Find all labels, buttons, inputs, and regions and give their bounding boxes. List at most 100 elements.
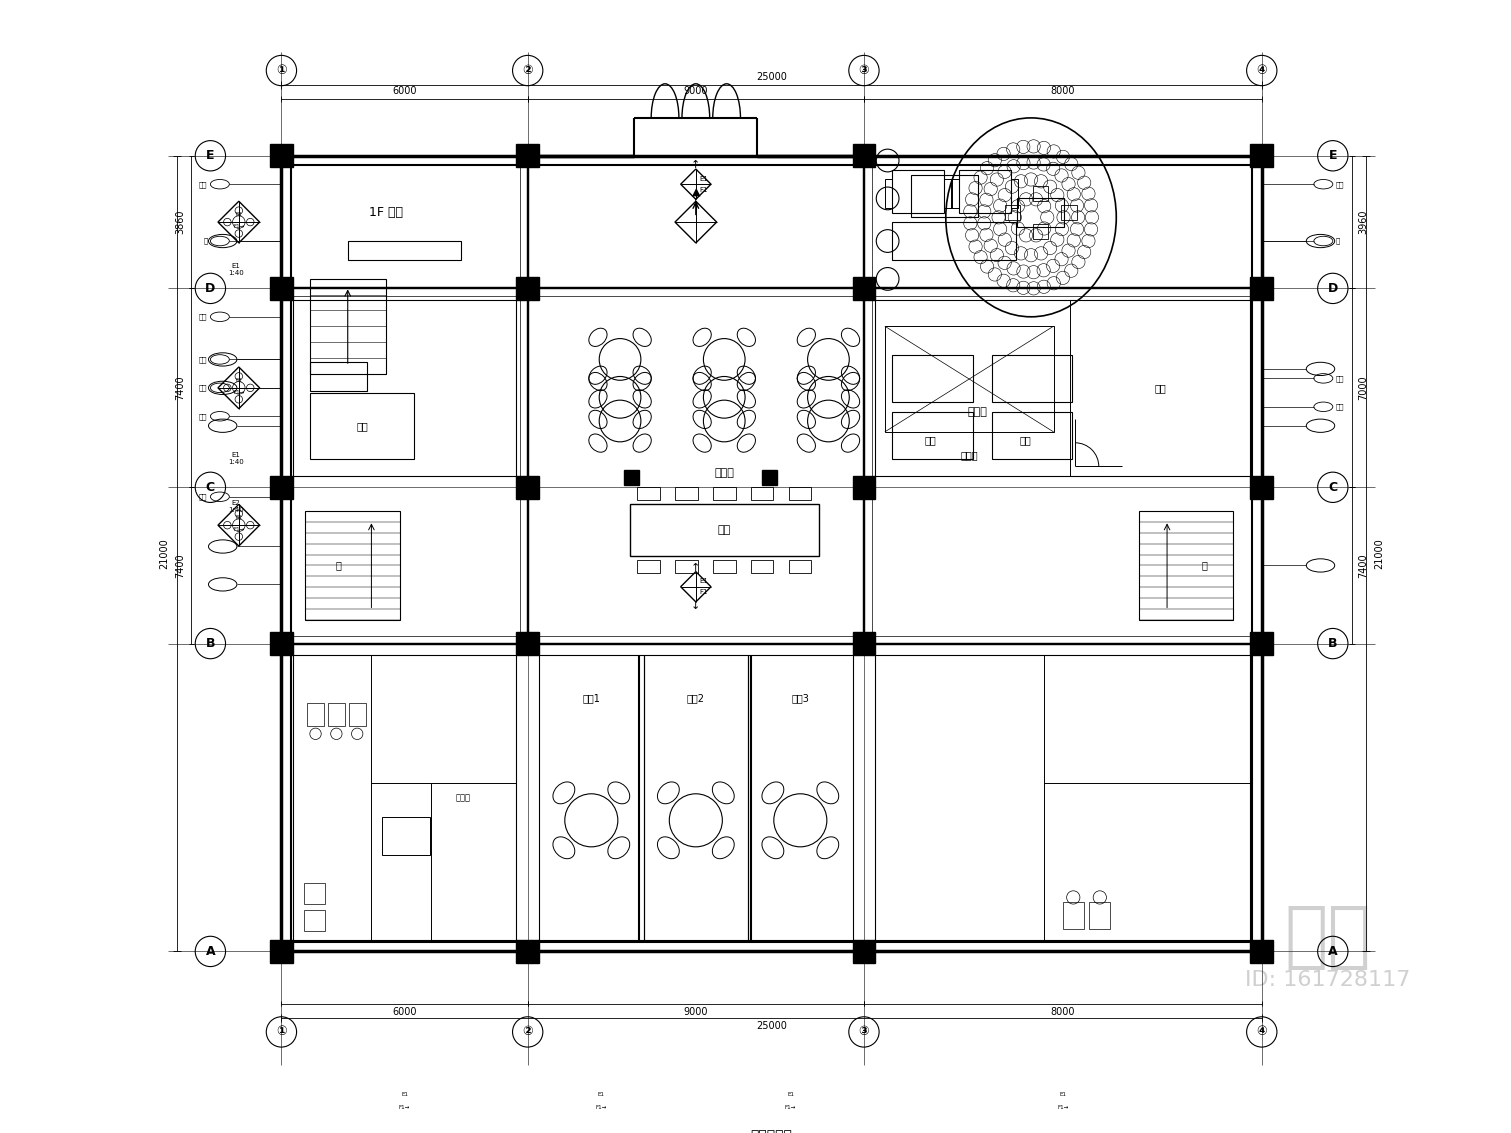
Bar: [1251, 632, 1274, 655]
Text: ③: ③: [858, 65, 869, 77]
Bar: [713, 560, 736, 573]
Bar: [1139, 511, 1233, 620]
Text: ③: ③: [858, 1025, 869, 1039]
Text: 一层平面图: 一层平面图: [751, 1130, 793, 1133]
Text: 规格: 规格: [199, 412, 207, 419]
Text: E1: E1: [400, 1092, 408, 1097]
Text: 8000: 8000: [1050, 1007, 1076, 1017]
Text: E1: E1: [700, 176, 707, 181]
Bar: [270, 632, 293, 655]
Text: ①: ①: [277, 65, 287, 77]
Bar: [893, 170, 944, 213]
Bar: [310, 392, 414, 459]
Bar: [852, 278, 875, 300]
Text: B: B: [205, 637, 215, 650]
Bar: [270, 940, 293, 963]
Text: 卫生间: 卫生间: [456, 793, 470, 802]
Text: 3860: 3860: [175, 210, 184, 235]
Text: C: C: [1328, 480, 1337, 494]
Bar: [1034, 224, 1049, 239]
Text: ↑: ↑: [691, 160, 701, 170]
Text: ④: ④: [1257, 65, 1268, 77]
Text: 尺寸: 尺寸: [199, 494, 207, 500]
Text: 9000: 9000: [683, 86, 709, 96]
Text: ↓: ↓: [691, 600, 701, 611]
Bar: [875, 655, 1251, 940]
Text: 3960: 3960: [1358, 210, 1367, 235]
Text: 规格: 规格: [1336, 375, 1345, 382]
Text: 7400: 7400: [175, 375, 184, 400]
Text: 销售2: 销售2: [688, 692, 704, 702]
Bar: [293, 300, 517, 476]
Text: 6000: 6000: [393, 1007, 417, 1017]
Text: E1: E1: [700, 578, 707, 585]
Bar: [893, 411, 973, 459]
Bar: [1061, 205, 1076, 220]
Text: 销售1: 销售1: [582, 692, 600, 702]
Text: A: A: [1328, 945, 1337, 957]
Bar: [305, 511, 400, 620]
Text: E1: E1: [236, 212, 242, 218]
Bar: [751, 560, 774, 573]
Text: 外墙: 外墙: [1336, 181, 1345, 187]
Text: 1F 平面: 1F 平面: [369, 206, 402, 219]
Bar: [304, 910, 325, 930]
Bar: [893, 222, 1015, 259]
Text: 洽谈室: 洽谈室: [967, 407, 988, 417]
Text: 前台: 前台: [357, 420, 367, 431]
Bar: [1011, 179, 1018, 207]
Text: 25000: 25000: [756, 1021, 787, 1031]
Text: ID: 161728117: ID: 161728117: [1245, 970, 1411, 990]
Text: E: E: [1328, 150, 1337, 162]
Text: A: A: [205, 945, 215, 957]
Bar: [638, 560, 660, 573]
Text: 8000: 8000: [1050, 86, 1076, 96]
Text: 规格: 规格: [199, 356, 207, 363]
Bar: [958, 170, 1011, 213]
Bar: [310, 363, 367, 391]
Bar: [539, 655, 644, 940]
Text: F1→: F1→: [784, 1105, 796, 1110]
Bar: [517, 144, 539, 168]
Text: 总监: 总监: [1018, 435, 1031, 445]
Bar: [517, 632, 539, 655]
Bar: [893, 355, 973, 402]
Bar: [270, 144, 293, 168]
Text: 洽谈室: 洽谈室: [961, 450, 978, 460]
Text: 21000: 21000: [159, 538, 169, 569]
Bar: [789, 487, 811, 500]
Bar: [852, 632, 875, 655]
Text: 大堂: 大堂: [199, 314, 207, 321]
Text: ②: ②: [523, 1025, 533, 1039]
Bar: [991, 355, 1073, 402]
Bar: [1017, 198, 1064, 227]
Text: 门厅: 门厅: [1336, 403, 1345, 410]
Text: F1→: F1→: [1058, 1105, 1068, 1110]
Text: ④: ④: [1257, 1025, 1268, 1039]
Text: E2
1:40: E2 1:40: [228, 500, 243, 513]
Text: ▲: ▲: [692, 187, 700, 197]
Bar: [885, 326, 1053, 432]
Bar: [875, 300, 1251, 476]
Text: 财务: 财务: [925, 435, 937, 445]
Text: F1: F1: [700, 589, 707, 596]
Text: 知未: 知未: [1284, 903, 1372, 972]
Bar: [789, 560, 811, 573]
Bar: [349, 704, 366, 726]
Bar: [852, 144, 875, 168]
Bar: [624, 470, 639, 485]
Text: E1: E1: [236, 377, 242, 383]
Text: ↑: ↑: [691, 563, 701, 573]
Text: 外墙: 外墙: [199, 181, 207, 187]
Bar: [1251, 476, 1274, 499]
Bar: [675, 560, 698, 573]
Bar: [517, 278, 539, 300]
Text: F1→: F1→: [595, 1105, 607, 1110]
Bar: [675, 487, 698, 500]
Text: 6000: 6000: [393, 86, 417, 96]
Bar: [944, 179, 952, 207]
Text: 门厅: 门厅: [199, 384, 207, 391]
Bar: [1251, 940, 1274, 963]
Text: E: E: [205, 150, 215, 162]
Bar: [270, 476, 293, 499]
